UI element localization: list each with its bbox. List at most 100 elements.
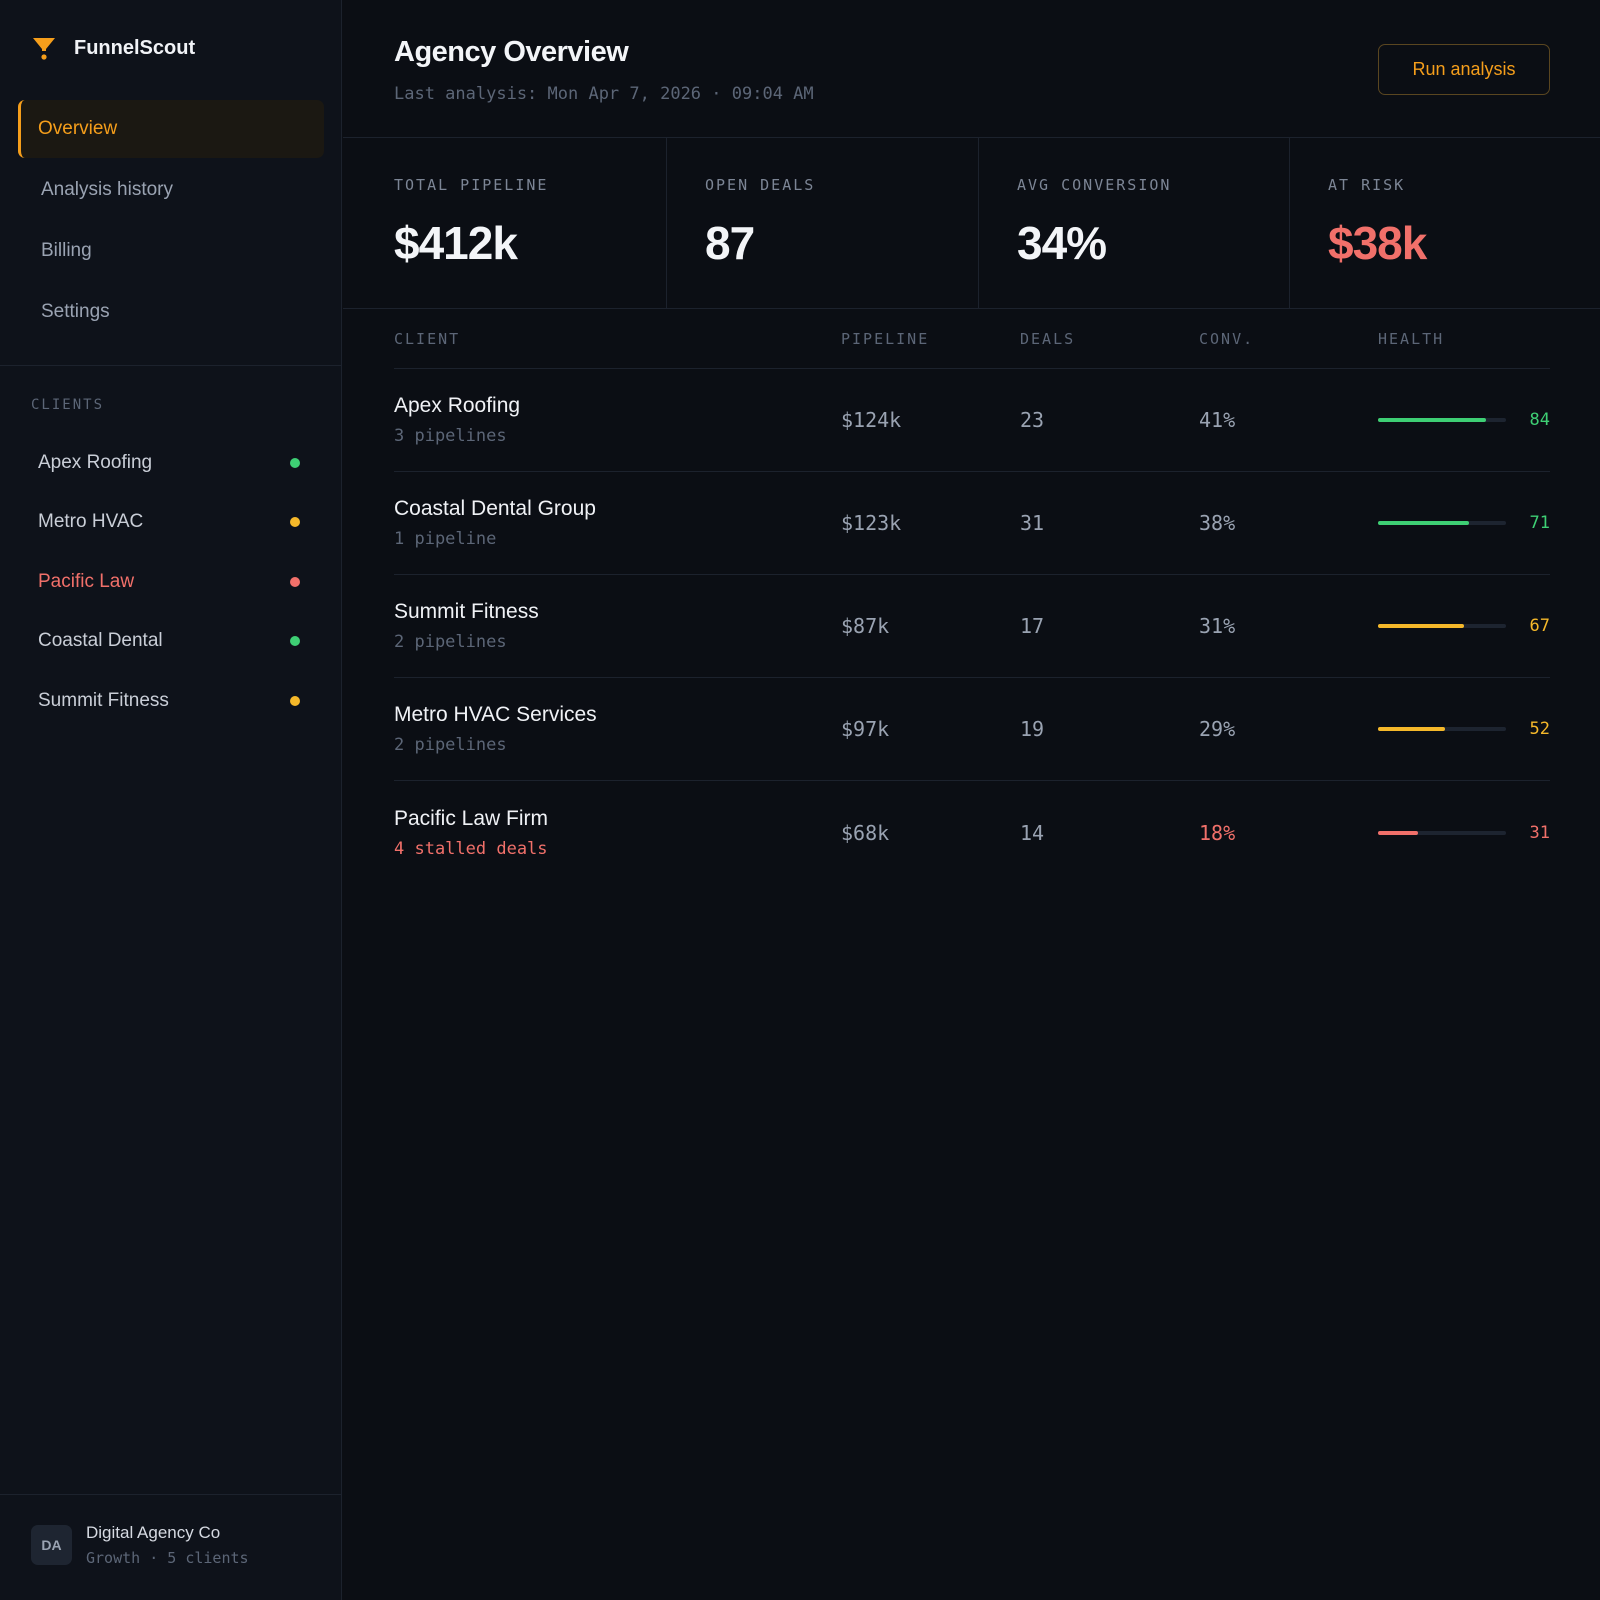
table-row[interactable]: Summit Fitness 2 pipelines $87k 17 31% 6…: [394, 575, 1550, 678]
health-cell: 31: [1378, 823, 1550, 843]
nav-item-billing[interactable]: Billing: [18, 222, 324, 280]
funnel-icon: [33, 38, 55, 60]
health-bar: [1378, 830, 1506, 835]
client-label: Pacific Law: [38, 570, 135, 592]
client-name: Coastal Dental Group: [394, 497, 596, 520]
status-dot: [290, 695, 300, 706]
pipeline-value: $124k: [841, 408, 902, 432]
table-row[interactable]: Metro HVAC Services 2 pipelines $97k 19 …: [394, 678, 1550, 781]
nav-item-analysis-history[interactable]: Analysis history: [18, 161, 324, 219]
client-label: Apex Roofing: [38, 451, 153, 473]
stat-value: $412k: [394, 217, 518, 269]
client-sub: 4 stalled deals: [394, 838, 548, 859]
client-label: Coastal Dental: [38, 630, 163, 652]
sidebar-client-summit-fitness[interactable]: Summit Fitness: [18, 671, 324, 731]
sidebar-client-metro-hvac[interactable]: Metro HVAC: [18, 493, 324, 553]
status-dot: [290, 517, 300, 528]
client-label: Metro HVAC: [38, 511, 144, 533]
health-cell: 67: [1378, 616, 1550, 636]
client-list: Apex Roofing Metro HVAC Pacific Law Coas…: [18, 433, 324, 731]
client-sub: 3 pipelines: [394, 426, 507, 446]
stat-open-deals: OPEN DEALS 87: [667, 138, 979, 308]
stat-at-risk: AT RISK $38k: [1290, 138, 1600, 308]
stat-value: 34%: [1017, 217, 1107, 269]
stat-value: $38k: [1328, 217, 1427, 269]
pipeline-value: $87k: [841, 614, 890, 638]
stat-label: OPEN DEALS: [705, 176, 816, 194]
client-sub: 1 pipeline: [394, 529, 497, 549]
pipeline-value: $97k: [841, 717, 890, 741]
client-name: Metro HVAC Services: [394, 703, 597, 726]
client-name: Summit Fitness: [394, 600, 539, 623]
health-bar: [1378, 624, 1506, 628]
column-header-conversion[interactable]: CONV.: [1199, 329, 1255, 348]
status-dot: [290, 457, 300, 468]
health-score: 52: [1529, 719, 1550, 739]
health-bar-fill: [1378, 727, 1445, 731]
client-name: Pacific Law Firm: [394, 806, 549, 830]
health-cell: 84: [1378, 410, 1550, 430]
sidebar-client-pacific-law[interactable]: Pacific Law: [18, 552, 324, 612]
column-header-deals[interactable]: DEALS: [1020, 329, 1076, 348]
sidebar-footer-divider: [0, 1494, 342, 1495]
health-bar: [1378, 521, 1506, 525]
nav-item-label: Settings: [41, 301, 110, 322]
column-header-client[interactable]: CLIENT: [394, 329, 461, 348]
run-analysis-button[interactable]: Run analysis: [1378, 44, 1550, 95]
table-header: CLIENT PIPELINE DEALS CONV. HEALTH: [394, 309, 1550, 369]
deals-value: 23: [1020, 408, 1045, 432]
brand-name: FunnelScout: [74, 36, 196, 59]
table-row[interactable]: Apex Roofing 3 pipelines $124k 23 41% 84: [394, 369, 1550, 472]
column-header-health[interactable]: HEALTH: [1378, 329, 1445, 348]
deals-value: 31: [1020, 511, 1045, 535]
health-bar: [1378, 418, 1506, 422]
stat-value: 87: [705, 217, 755, 269]
health-bar: [1378, 727, 1506, 731]
pipeline-value: $123k: [841, 511, 902, 535]
last-analysis-timestamp: Last analysis: Mon Apr 7, 2026 · 09:04 A…: [394, 84, 814, 104]
nav-item-label: Overview: [38, 118, 118, 139]
conversion-value: 18%: [1199, 820, 1236, 845]
brand[interactable]: FunnelScout: [32, 32, 195, 64]
client-label: Summit Fitness: [38, 689, 169, 711]
clients-section-title: CLIENTS: [31, 397, 105, 413]
stat-avg-conversion: AVG CONVERSION 34%: [979, 138, 1290, 308]
account-name: Digital Agency Co: [86, 1523, 221, 1542]
health-cell: 52: [1378, 719, 1550, 739]
client-sub: 2 pipelines: [394, 632, 507, 652]
client-name: Apex Roofing: [394, 394, 521, 417]
table-row[interactable]: Pacific Law Firm 4 stalled deals $68k 14…: [394, 781, 1550, 884]
main-content: Agency Overview Last analysis: Mon Apr 7…: [343, 0, 1600, 1600]
deals-value: 19: [1020, 717, 1045, 741]
sidebar-client-coastal-dental[interactable]: Coastal Dental: [18, 612, 324, 672]
client-sub: 2 pipelines: [394, 735, 507, 755]
conversion-value: 41%: [1199, 408, 1236, 432]
main-nav: Overview Analysis history Billing Settin…: [18, 100, 324, 344]
health-bar-fill: [1378, 521, 1469, 525]
nav-item-overview[interactable]: Overview: [18, 100, 324, 158]
sidebar: FunnelScout Overview Analysis history Bi…: [0, 0, 342, 1600]
health-score: 84: [1529, 410, 1550, 430]
health-bar-fill: [1378, 418, 1486, 422]
stat-label: AVG CONVERSION: [1017, 176, 1172, 194]
stat-label: TOTAL PIPELINE: [394, 176, 549, 194]
stat-label: AT RISK: [1328, 176, 1406, 194]
health-score: 71: [1529, 513, 1550, 533]
column-header-pipeline[interactable]: PIPELINE: [841, 329, 930, 348]
health-score: 31: [1529, 822, 1550, 843]
conversion-value: 31%: [1199, 614, 1236, 638]
nav-item-settings[interactable]: Settings: [18, 283, 324, 341]
health-cell: 71: [1378, 513, 1550, 533]
health-bar-fill: [1378, 624, 1464, 628]
status-dot: [290, 576, 300, 587]
sidebar-client-apex-roofing[interactable]: Apex Roofing: [18, 433, 324, 493]
page-title: Agency Overview: [394, 36, 629, 68]
table-row[interactable]: Coastal Dental Group 1 pipeline $123k 31…: [394, 472, 1550, 575]
account-switcher[interactable]: DA Digital Agency Co Growth · 5 clients: [31, 1523, 249, 1567]
avatar: DA: [31, 1525, 72, 1565]
pipeline-value: $68k: [841, 820, 890, 845]
health-score: 67: [1529, 616, 1550, 636]
nav-item-label: Analysis history: [41, 179, 173, 200]
sidebar-divider: [0, 365, 342, 366]
conversion-value: 38%: [1199, 511, 1236, 535]
